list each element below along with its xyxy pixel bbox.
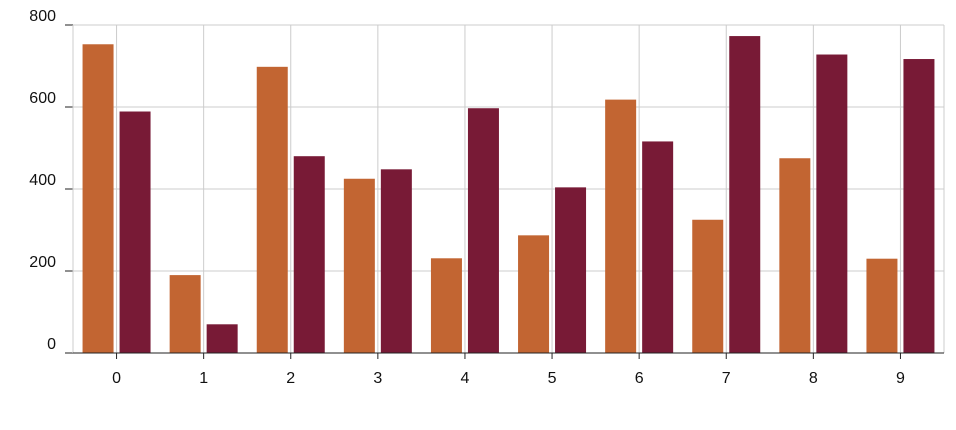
x-tick-label: 3 xyxy=(373,370,382,387)
bar-series2-2 xyxy=(293,156,325,353)
bar-series2-0 xyxy=(119,111,151,353)
bar-series1-9 xyxy=(866,258,898,353)
grid xyxy=(73,24,945,353)
x-tick-label: 8 xyxy=(809,370,818,387)
bar-series2-3 xyxy=(380,169,412,353)
x-tick-label: 2 xyxy=(286,370,295,387)
bar-series1-1 xyxy=(169,275,201,353)
y-tick-label: 600 xyxy=(29,90,56,107)
y-tick-label: 200 xyxy=(29,254,56,271)
bar-series1-0 xyxy=(82,44,114,354)
x-tick-label: 7 xyxy=(722,370,731,387)
bars xyxy=(82,36,935,354)
bar-series2-6 xyxy=(642,141,674,353)
y-tick-label: 0 xyxy=(47,336,56,353)
bar-series2-7 xyxy=(729,36,761,353)
bar-series1-4 xyxy=(430,258,462,353)
x-tick-label: 4 xyxy=(460,370,469,387)
bar-series2-1 xyxy=(206,324,238,353)
bar-series1-2 xyxy=(256,66,288,353)
bar-series1-7 xyxy=(692,219,724,353)
bar-series2-5 xyxy=(555,187,587,353)
bar-series2-8 xyxy=(816,54,848,354)
y-tick-label: 800 xyxy=(29,8,56,25)
x-tick-label: 5 xyxy=(548,370,557,387)
x-tick-label: 0 xyxy=(112,370,121,387)
x-tick-label: 1 xyxy=(199,370,208,387)
y-tick-label: 400 xyxy=(29,172,56,189)
bar-series2-9 xyxy=(903,59,935,353)
bar-series2-4 xyxy=(467,108,499,353)
bar-series1-5 xyxy=(518,235,550,353)
bar-series1-3 xyxy=(343,178,375,353)
axes xyxy=(65,24,944,359)
tick-labels: 0 200 400 600 800 0 1 2 3 4 5 6 7 8 9 xyxy=(29,8,905,387)
bar-series1-6 xyxy=(605,99,637,354)
x-tick-label: 9 xyxy=(896,370,905,387)
bar-series1-8 xyxy=(779,158,811,353)
x-tick-label: 6 xyxy=(635,370,644,387)
